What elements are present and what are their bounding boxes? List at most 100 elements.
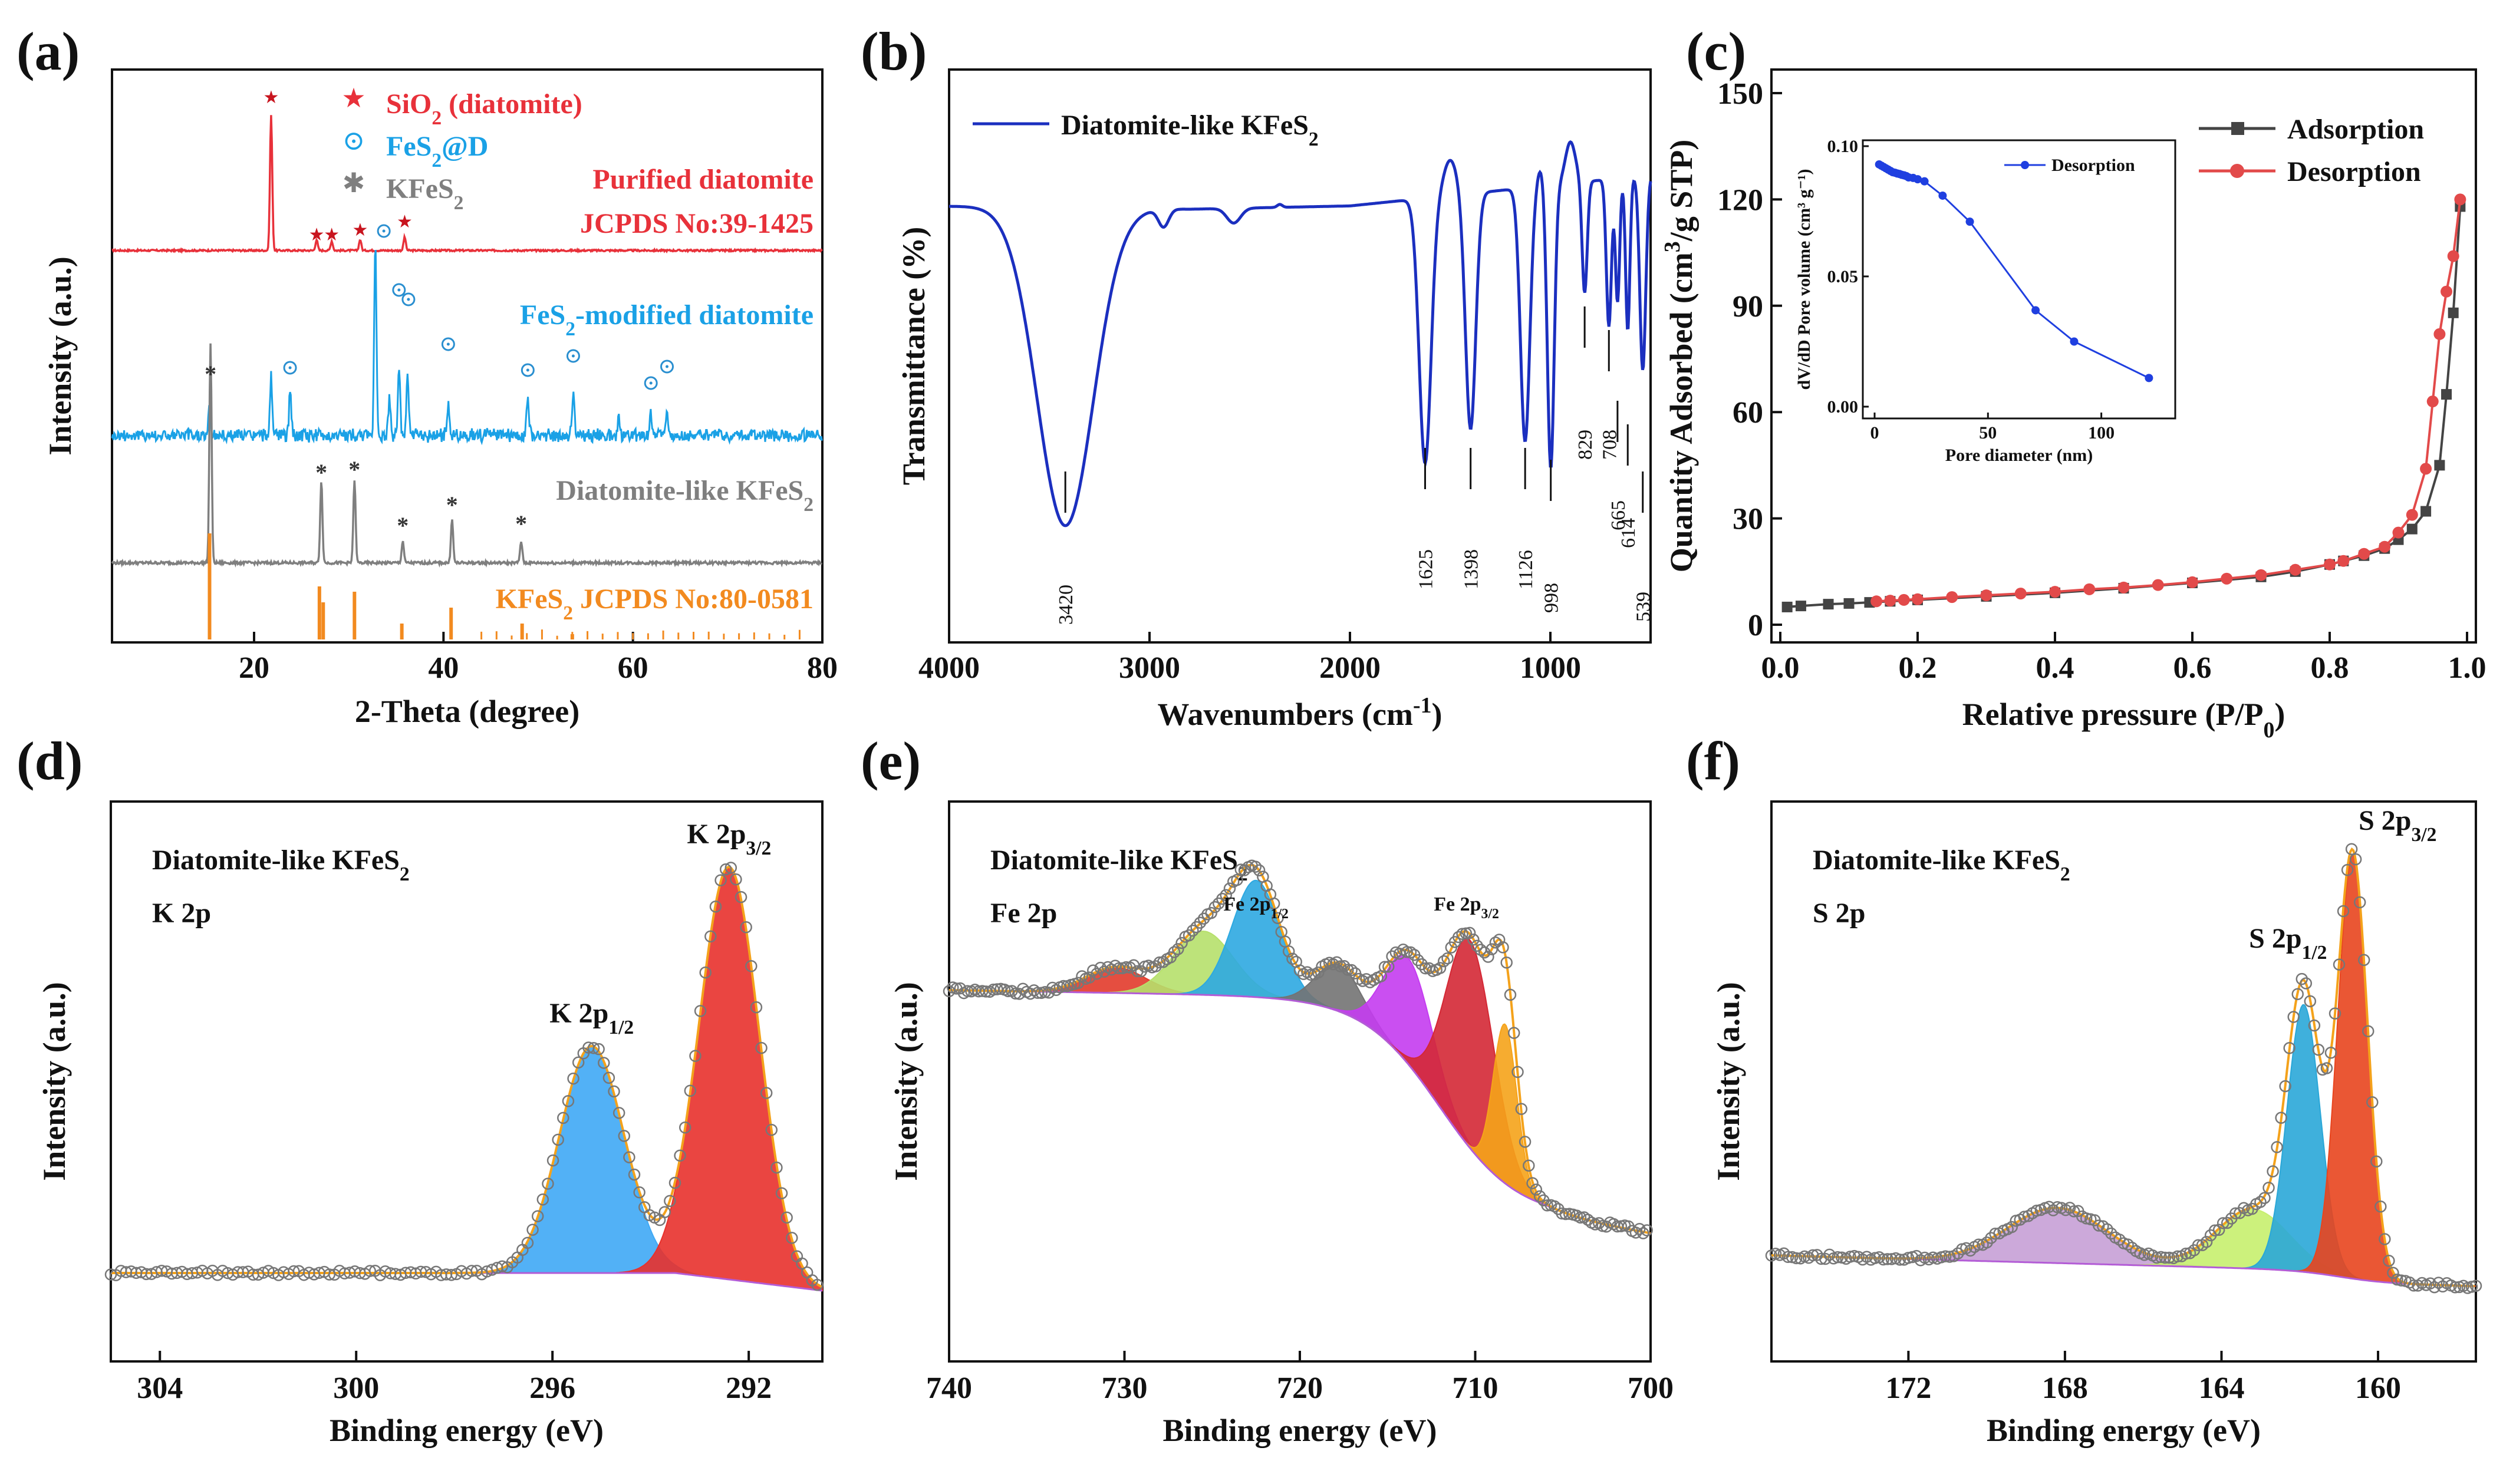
xps-data-point: [1330, 956, 1343, 968]
b-band-label: 1126: [1515, 550, 1537, 589]
xps-data-point: [2192, 1239, 2205, 1251]
a-xtick-label: 60: [618, 651, 648, 685]
c-point-ads: [2420, 506, 2432, 517]
c-ytick-label: 90: [1733, 290, 1763, 324]
xps-data-point: [786, 1232, 798, 1244]
a-marker-circle: [644, 376, 658, 390]
xps-data-point: [2179, 1247, 2192, 1260]
xps-data-point: [2387, 1267, 2399, 1279]
c-point-des: [2083, 583, 2096, 595]
xps-title-2: Fe 2p: [990, 898, 1057, 929]
xps-data-point: [1460, 927, 1473, 939]
a-series-0: [111, 115, 823, 254]
a-marker-star: ★: [397, 212, 413, 232]
xps-data-point: [592, 1043, 605, 1056]
a-xlabel: 2-Theta (degree): [355, 694, 579, 729]
d-peak-label-part: 3/2: [746, 837, 771, 859]
c-point-ads: [2434, 460, 2445, 471]
c-xtick-label: 1.0: [2448, 651, 2486, 685]
xps-title-2: S 2p: [1813, 898, 1865, 929]
xps-data-point: [2101, 1223, 2113, 1235]
xps-data-point: [1002, 985, 1015, 998]
a-xtick-label: 80: [807, 651, 838, 685]
xps-data-point: [628, 1168, 641, 1181]
b-xtick-label: 1000: [1520, 651, 1581, 685]
xps-data-point: [2300, 977, 2313, 990]
xps-data-point: [2383, 1254, 2395, 1267]
xps-data-point: [658, 1206, 671, 1218]
xps-xlabel: Binding energy (eV): [330, 1413, 604, 1448]
xps-data-point: [531, 1210, 544, 1222]
c-xlabel-part: 0: [2264, 718, 2275, 743]
xps-data-point: [364, 1265, 376, 1277]
xps-data-point: [2391, 1273, 2403, 1286]
xps-data-point: [1823, 1248, 1836, 1261]
xps-data-point: [1633, 1223, 1646, 1235]
xps-xtick-label: 296: [529, 1371, 575, 1405]
c-point-des: [2447, 250, 2459, 262]
c-point-des: [1884, 595, 1896, 607]
a-legend-symbol: ✱: [342, 168, 365, 198]
xps-data-point: [2275, 1112, 2287, 1124]
xps-title-1-part: Diatomite-like KFeS: [152, 845, 400, 876]
e-peak-label-part: 1/2: [1271, 906, 1289, 922]
xps-data-point: [2212, 1224, 2225, 1236]
b-xtick-label: 4000: [918, 651, 980, 685]
xps-data-point: [1172, 943, 1184, 955]
xps-data-point: [2345, 843, 2358, 855]
a-legend-label-part: @D: [442, 131, 488, 162]
xps-data-point: [1486, 943, 1498, 955]
xps-title-1-part: 2: [400, 863, 410, 885]
a-label-fes2-mod: FeS2-modified diatomite: [520, 299, 814, 340]
a-label-jcpds-80-part: JCPDS No:80-0581: [573, 583, 814, 615]
xps-data-point: [1629, 1226, 1642, 1239]
xps-data-point: [1382, 961, 1395, 973]
xps-data-point: [2267, 1165, 2279, 1178]
xps-data-point: [755, 1041, 768, 1054]
c-point-des: [2358, 548, 2370, 560]
xps-data-point: [2229, 1207, 2242, 1220]
a-legend-label-part: 2: [454, 192, 464, 214]
xps-data-point: [2337, 905, 2350, 918]
a-xtick-label: 40: [428, 651, 459, 685]
xps-data-point: [2271, 1141, 2283, 1153]
xps-xtick-label: 164: [2198, 1371, 2244, 1405]
xps-data-point: [612, 1107, 625, 1119]
xps-data-point: [1902, 1252, 1915, 1264]
a-marker-star: ★: [324, 225, 340, 245]
c-inset-xtick-label: 50: [1979, 423, 1997, 443]
xps-data-point: [1939, 1250, 1952, 1262]
d-peak-label: K 2p1/2: [549, 998, 634, 1038]
a-legend-label-part: (diatomite): [442, 88, 582, 120]
xps-data-point: [745, 959, 758, 972]
xps-data-point: [1083, 971, 1096, 984]
panel-label: (e): [861, 731, 921, 791]
xps-data-point: [811, 1278, 824, 1291]
xps-data-point: [1574, 1211, 1587, 1224]
xps-data-point: [770, 1161, 783, 1174]
xps-data-point: [562, 1094, 575, 1107]
xps-data-point: [719, 863, 732, 876]
xps-data-point: [709, 900, 722, 913]
xps-data-point: [2163, 1251, 2176, 1264]
xps-data-point: [2208, 1224, 2221, 1237]
xps-data-point: [2283, 1042, 2295, 1054]
xps-data-point: [1548, 1200, 1561, 1213]
xps-data-point: [684, 1084, 697, 1097]
xps-data-point: [288, 1265, 300, 1278]
xps-data-point: [2150, 1251, 2163, 1264]
panel-b-frame: [948, 68, 1652, 644]
a-marker-circle-dot: [666, 365, 669, 368]
a-marker-circle-dot: [649, 381, 653, 385]
a-marker-asterisk: *: [205, 361, 216, 387]
xps-data-point: [765, 1123, 778, 1136]
a-legend-label: KFeS2: [386, 173, 463, 214]
a-marker-circle-dot: [571, 354, 575, 358]
xps-data-point: [2254, 1196, 2267, 1208]
c-point-des: [2337, 555, 2350, 567]
c-point-ads: [1795, 601, 1806, 612]
xps-data-point: [1091, 967, 1103, 980]
b-legend-label: Diatomite-like KFeS2: [1061, 110, 1319, 150]
xps-data-point: [1050, 984, 1062, 996]
a-marker-star: ★: [309, 225, 325, 245]
